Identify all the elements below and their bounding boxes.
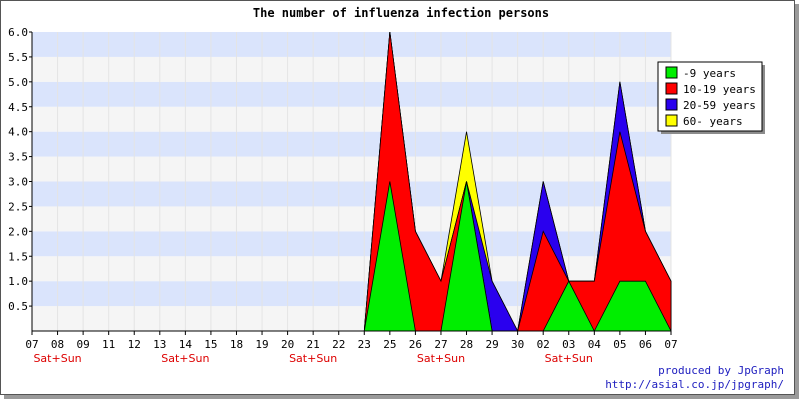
plot-band	[32, 256, 671, 282]
weekend-label: Sat+Sun	[417, 352, 465, 365]
x-tick-label: 07	[25, 338, 38, 351]
y-tick-label: 2.5	[8, 200, 28, 213]
area-series	[32, 31, 672, 333]
x-tick-label: 12	[128, 338, 141, 351]
plot-band	[32, 231, 671, 257]
x-tick-label: 29	[485, 338, 498, 351]
legend: -9 years 10-19 years 20-59 years 60- years	[657, 61, 765, 134]
plot-band	[32, 106, 671, 132]
y-tick-label: 2.0	[8, 225, 28, 238]
x-tick-label: 02	[537, 338, 550, 351]
x-tick-label: 30	[511, 338, 524, 351]
x-tick-label: 08	[51, 338, 64, 351]
weekend-label: Sat+Sun	[33, 352, 81, 365]
x-tick-label: 05	[613, 338, 626, 351]
chart-title: The number of influenza infection person…	[253, 6, 549, 20]
weekend-label: Sat+Sun	[161, 352, 209, 365]
x-tick-label: 25	[383, 338, 396, 351]
y-tick-label: 4.0	[8, 126, 28, 139]
weekend-label: Sat+Sun	[545, 352, 593, 365]
legend-swatch	[665, 66, 678, 79]
y-tick-label: 1.0	[8, 275, 28, 288]
y-tick-label: 3.5	[8, 151, 28, 164]
x-tick-label: 21	[307, 338, 320, 351]
y-tick-label: 1.5	[8, 250, 28, 263]
x-tick-label: 06	[639, 338, 652, 351]
x-tick-label: 23	[358, 338, 371, 351]
y-tick-label: 0.5	[8, 300, 28, 313]
legend-swatch	[665, 98, 678, 111]
x-tick-label: 15	[204, 338, 217, 351]
plot-band	[32, 131, 671, 157]
y-tick-label: 5.0	[8, 76, 28, 89]
legend-label: -9 years	[683, 67, 736, 80]
x-tick-label: 03	[562, 338, 575, 351]
plot-band	[32, 32, 671, 57]
x-tick-label: 13	[153, 338, 166, 351]
chart: The number of influenza infection person…	[8, 6, 765, 365]
x-tick-label: 07	[664, 338, 677, 351]
y-tick-label: 6.0	[8, 26, 28, 39]
x-tick-label: 09	[76, 338, 89, 351]
legend-swatch	[665, 82, 678, 95]
x-tick-label: 14	[179, 338, 193, 351]
plot-band	[32, 56, 671, 82]
legend-swatch	[665, 114, 678, 127]
x-tick-label: 27	[434, 338, 447, 351]
y-tick-label: 4.5	[8, 101, 28, 114]
weekend-label: Sat+Sun	[289, 352, 337, 365]
x-tick-label: 28	[460, 338, 473, 351]
credit-text: produced by JpGraph	[658, 364, 784, 377]
y-tick-label: 3.0	[8, 176, 28, 189]
x-tick-label: 18	[230, 338, 243, 351]
x-tick-label: 19	[255, 338, 268, 351]
legend-label: 10-19 years	[683, 83, 756, 96]
axes: 0.5 1.0 1.5 2.0 2.5 3.0 3.5 4.0 4.5 5.0 5.5 6.0 07 08…	[8, 26, 678, 365]
plot-band	[32, 156, 671, 182]
legend-label: 60- years	[683, 115, 743, 128]
plot-band	[32, 181, 671, 207]
plot-band	[32, 81, 671, 107]
x-tick-label: 26	[409, 338, 422, 351]
x-tick-label: 20	[281, 338, 294, 351]
plot-band	[32, 206, 671, 232]
x-tick-label: 04	[588, 338, 602, 351]
y-tick-label: 5.5	[8, 51, 28, 64]
legend-label: 20-59 years	[683, 99, 756, 112]
x-tick-label: 22	[332, 338, 345, 351]
credit-url[interactable]: http://asial.co.jp/jpgraph/	[605, 378, 784, 391]
x-tick-label: 11	[102, 338, 115, 351]
